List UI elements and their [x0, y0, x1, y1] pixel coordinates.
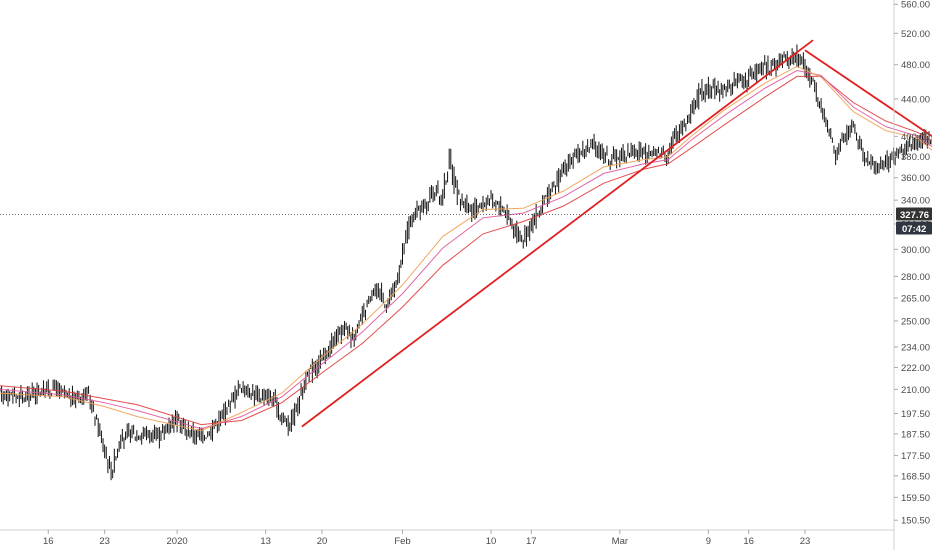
time-tick-label: Feb [394, 536, 410, 547]
countdown-label: 07:42 [902, 224, 926, 235]
moving-average-line-2 [0, 69, 932, 430]
price-tick-label: 250.00 [901, 316, 930, 327]
trendline-1[interactable] [301, 39, 814, 428]
price-tick-label: 168.50 [901, 471, 930, 482]
moving-average-line-1 [0, 75, 932, 426]
price-tick-label: 150.50 [901, 516, 930, 527]
price-tick-label: 520.00 [901, 29, 930, 40]
price-tick-label: 265.00 [901, 294, 930, 305]
price-tick-label: 210.00 [901, 385, 930, 396]
moving-average-line-3 [0, 65, 932, 432]
price-tick-label: 187.50 [901, 429, 930, 440]
time-tick-label: 2020 [167, 536, 188, 547]
price-tick-label: 177.50 [901, 451, 930, 462]
price-axis[interactable]: 560.00 520.00 480.00 440.00 400.00 380.00 360.… [893, 0, 932, 550]
last-price-label: 327.76 [900, 210, 929, 221]
price-tick-label: 159.50 [901, 493, 930, 504]
price-tick-label: 234.00 [901, 342, 930, 353]
series-layer [0, 44, 932, 481]
time-tick-label: 17 [526, 536, 537, 547]
price-tick-label: 360.00 [901, 173, 930, 184]
price-tick-label: 400.00 [901, 132, 930, 143]
time-tick-label: 10 [486, 536, 497, 547]
time-tick-label: 23 [99, 536, 110, 547]
countdown-badge [896, 221, 932, 235]
price-tick-label: 560.00 [901, 0, 930, 11]
time-tick-label: 13 [260, 536, 271, 547]
trendline-2[interactable] [804, 49, 932, 262]
price-tick-label: 440.00 [901, 94, 930, 105]
time-axis[interactable]: 16 23 2020 13 20 Feb 10 17 Mar 9 16 23 [0, 529, 894, 547]
price-tick-label: 380.00 [901, 152, 930, 163]
price-tick-label: 300.00 [901, 245, 930, 256]
price-candles [0, 44, 932, 481]
price-tick-label: 197.50 [901, 409, 930, 420]
price-tick-label: 280.00 [901, 272, 930, 283]
price-tick-label: 340.00 [901, 196, 930, 207]
time-tick-label: 23 [800, 536, 811, 547]
time-tick-label: 9 [706, 536, 711, 547]
time-tick-label: 16 [43, 536, 54, 547]
time-tick-label: 16 [743, 536, 754, 547]
trendline-layer [301, 39, 932, 428]
price-tick-label: 480.00 [901, 60, 930, 71]
price-tick-label: 222.00 [901, 363, 930, 374]
time-tick-label: Mar [612, 536, 628, 547]
time-tick-label: 20 [317, 536, 328, 547]
last-price-badge [896, 207, 932, 221]
